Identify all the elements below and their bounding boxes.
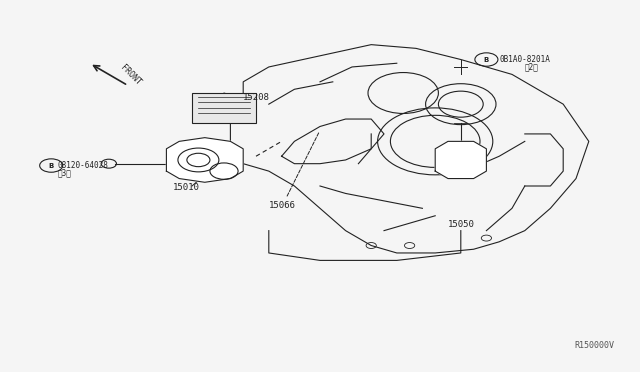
Text: B: B [49,163,54,169]
Text: 08120-64028: 08120-64028 [58,161,108,170]
Polygon shape [435,141,486,179]
Text: R150000V: R150000V [575,341,614,350]
FancyBboxPatch shape [192,93,256,123]
Text: 15010: 15010 [173,183,200,192]
Text: 15208: 15208 [243,93,270,102]
Polygon shape [166,138,243,182]
Text: 15050: 15050 [448,220,475,229]
Text: 15066: 15066 [269,133,319,210]
Text: （2）: （2） [525,62,539,71]
Text: FRONT: FRONT [118,64,143,87]
Text: 0B1A0-8201A: 0B1A0-8201A [499,55,550,64]
Text: （3）: （3） [58,169,72,177]
Text: B: B [484,57,489,62]
